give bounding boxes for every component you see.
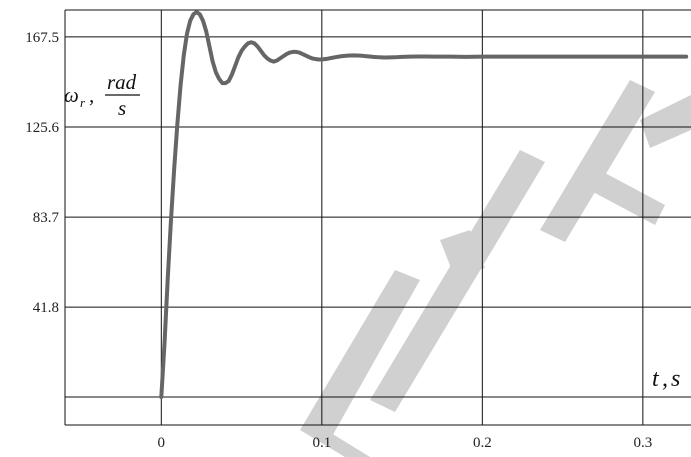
watermark-stroke-2 (430, 150, 545, 312)
watermark-stroke-3 (440, 230, 485, 278)
y-tick-labels: 41.8 83.7 125.6 167.5 (25, 30, 59, 316)
watermark-stroke-6 (640, 95, 691, 148)
series (159, 10, 689, 400)
x-tick-labels: 0 0.1 0.2 0.3 (158, 435, 653, 451)
y-tick-label: 41.8 (33, 300, 59, 316)
x-tick-label: 0.1 (312, 435, 331, 451)
watermark-stroke-7 (300, 425, 370, 457)
x-axis-unit: s (671, 366, 680, 392)
y-axis-symbol: ω (64, 83, 79, 107)
y-axis-comma: , (89, 83, 94, 107)
x-axis-symbol: t (652, 366, 660, 392)
y-axis-unit-numerator: rad (107, 70, 137, 94)
watermark (300, 80, 691, 457)
y-tick-label: 167.5 (25, 30, 59, 46)
y-axis-unit-denominator: s (118, 96, 126, 120)
grid (64, 9, 691, 426)
x-tick-label: 0 (158, 435, 166, 451)
y-axis-subscript: r (80, 95, 86, 110)
x-tick-label: 0.2 (473, 435, 492, 451)
x-tick-label: 0.3 (633, 435, 652, 451)
watermark-stroke-4 (540, 80, 655, 242)
series-line-0 (159, 10, 689, 400)
y-tick-label: 83.7 (33, 210, 60, 226)
y-tick-label: 125.6 (25, 120, 59, 136)
x-axis-comma: , (662, 366, 668, 392)
watermark-stroke-5 (580, 165, 665, 225)
x-axis-label: t , s (652, 366, 680, 392)
y-axis-label: ω r , rad s (64, 70, 140, 120)
